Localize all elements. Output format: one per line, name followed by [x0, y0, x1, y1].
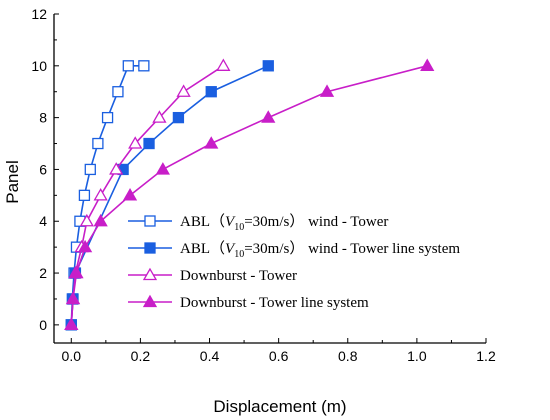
y-tick-label: 8	[39, 110, 47, 126]
data-point	[205, 86, 217, 98]
legend-marker	[142, 294, 158, 308]
data-point	[128, 136, 143, 149]
y-tick-label: 0	[39, 317, 47, 333]
x-tick-label: 1.2	[476, 348, 496, 364]
data-point	[261, 110, 276, 123]
data-point	[204, 136, 219, 149]
y-tick-label: 10	[31, 58, 47, 74]
x-tick-label: 0.2	[131, 348, 151, 364]
legend-item: Downburst - Tower line system	[128, 294, 369, 311]
data-point	[420, 58, 435, 71]
legend-item: Downburst - Tower	[128, 267, 297, 284]
data-point	[138, 60, 150, 72]
data-point	[65, 291, 81, 305]
y-tick-label: 2	[39, 265, 47, 281]
x-tick-label: 1.0	[407, 348, 427, 364]
data-point	[319, 84, 335, 97]
series-4	[64, 58, 435, 331]
data-point	[84, 163, 96, 176]
data-point	[77, 239, 93, 253]
data-point	[92, 137, 104, 150]
data-point	[69, 265, 84, 279]
y-tick-label: 4	[39, 213, 47, 229]
data-point	[122, 188, 138, 201]
y-tick-label: 12	[31, 6, 47, 22]
series-1	[65, 60, 150, 331]
x-tick-label: 0.6	[269, 348, 289, 364]
x-tick-label: 0.8	[338, 348, 358, 364]
x-tick-label: 0.0	[62, 348, 82, 364]
legend: ABL（V10=30m/s） wind - Tower ABL（V10=30m/s…	[128, 213, 460, 311]
legend-label: ABL（V10=30m/s） wind - Tower line system	[180, 240, 460, 260]
legend-label: Downburst - Tower line system	[180, 295, 369, 311]
y-axis-label: Panel	[3, 160, 22, 203]
axes: 0.0 0.2 0.4 0.6 0.8 1.0 1.2 0 2 4 6 8 10 12	[31, 6, 496, 364]
data-point	[64, 317, 79, 331]
legend-marker	[144, 215, 156, 227]
legend-label: ABL（V10=30m/s） wind - Tower	[180, 213, 388, 233]
legend-label: Downburst - Tower	[180, 268, 297, 284]
plot-area	[64, 58, 435, 331]
data-point	[155, 162, 170, 175]
x-axis-label: Displacement (m)	[213, 397, 346, 416]
data-point	[122, 60, 134, 72]
data-point	[262, 60, 274, 72]
data-point	[101, 111, 114, 124]
data-point	[143, 137, 155, 150]
data-point	[79, 213, 94, 227]
data-point	[93, 188, 108, 201]
data-point	[112, 86, 124, 98]
legend-item: ABL（V10=30m/s） wind - Tower line system	[128, 240, 460, 260]
data-point	[216, 58, 231, 71]
data-point	[176, 84, 191, 97]
x-tick-label: 0.4	[200, 348, 220, 364]
data-point	[172, 111, 185, 124]
data-point	[78, 189, 91, 201]
series-line	[70, 65, 428, 325]
legend-marker	[142, 267, 158, 281]
series-line	[70, 65, 224, 325]
data-point	[109, 162, 124, 175]
data-point	[93, 213, 108, 227]
legend-marker	[144, 242, 156, 254]
legend-item: ABL（V10=30m/s） wind - Tower	[128, 213, 388, 233]
data-point	[152, 110, 167, 123]
y-tick-label: 6	[39, 161, 47, 177]
